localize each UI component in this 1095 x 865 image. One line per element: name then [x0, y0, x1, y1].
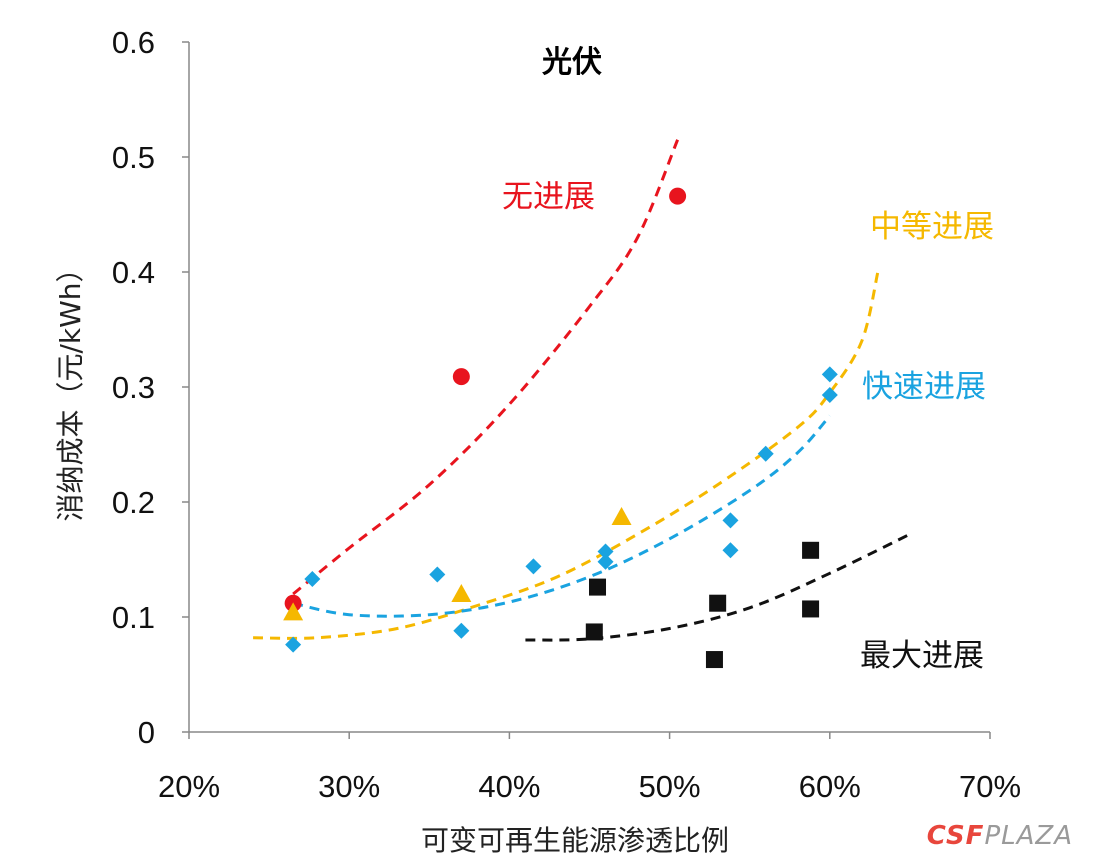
trend-lines: [253, 139, 911, 642]
point-series-2: [821, 366, 838, 383]
point-series-0: [669, 187, 687, 205]
trend-line-series-3: [525, 532, 911, 642]
chart-title: 光伏: [542, 45, 602, 80]
point-series-2: [722, 512, 739, 529]
point-series-2: [597, 543, 614, 560]
y-tick-label: 0.6: [112, 25, 155, 60]
tick-labels: 0 0.1 0.2 0.3 0.4 0.5 0.6 20% 30% 40% 50% 60% 70%: [112, 25, 1021, 804]
trend-line-series-2: [292, 414, 831, 618]
point-series-3: [802, 600, 820, 618]
axes: [182, 41, 991, 739]
x-axis-label: 可变可再生能源渗透比例: [421, 824, 729, 857]
point-series-3: [589, 578, 607, 596]
point-series-3: [709, 594, 727, 612]
trend-line-series-1: [253, 271, 880, 640]
y-axis-label: 消纳成本（元/kWh）: [54, 254, 87, 521]
y-tick-label: 0.3: [112, 370, 155, 405]
point-series-2: [821, 387, 838, 404]
y-tick-label: 0.4: [112, 255, 155, 290]
trend-line-series-0: [292, 139, 679, 596]
series-label-moderate-progress: 中等进展: [870, 209, 994, 245]
series-label-max-progress: 最大进展: [860, 638, 984, 674]
point-series-2: [304, 571, 321, 588]
y-tick-label: 0.5: [112, 140, 155, 175]
x-tick-label: 50%: [639, 769, 701, 804]
point-series-2: [429, 566, 446, 583]
x-tick-label: 30%: [318, 769, 380, 804]
point-series-1: [283, 602, 304, 621]
y-tick-label: 0: [138, 715, 155, 750]
x-tick-label: 40%: [478, 769, 540, 804]
data-points: [283, 187, 838, 669]
point-series-2: [453, 622, 470, 639]
series-label-fast-progress: 快速进展: [862, 369, 986, 405]
x-tick-label: 70%: [959, 769, 1021, 804]
y-tick-label: 0.2: [112, 485, 155, 520]
point-series-2: [597, 553, 614, 570]
point-series-2: [525, 558, 542, 575]
x-tick-label: 20%: [158, 769, 220, 804]
point-series-1: [451, 584, 472, 602]
point-series-2: [285, 636, 302, 653]
x-tick-label: 60%: [799, 769, 861, 804]
point-series-0: [452, 368, 470, 386]
watermark-brand: CSF: [926, 821, 985, 851]
point-series-2: [722, 542, 739, 559]
point-series-2: [757, 445, 774, 462]
point-series-3: [705, 651, 723, 669]
watermark-logo: CSFPLAZA: [927, 821, 1073, 851]
y-tick-label: 0.1: [112, 600, 155, 635]
watermark-suffix: PLAZA: [984, 821, 1073, 851]
series-label-no-progress: 无进展: [502, 179, 595, 215]
point-series-3: [802, 541, 820, 559]
point-series-1: [611, 506, 632, 525]
point-series-3: [585, 623, 603, 641]
